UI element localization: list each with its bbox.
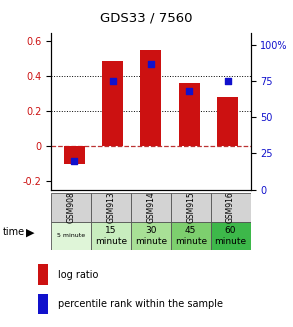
Text: GDS33 / 7560: GDS33 / 7560 bbox=[100, 11, 193, 25]
Text: 60
minute: 60 minute bbox=[214, 226, 247, 246]
Text: GSM908: GSM908 bbox=[67, 191, 76, 223]
Bar bbox=[64, 146, 85, 164]
Bar bbox=[211, 193, 251, 222]
Text: ▶: ▶ bbox=[26, 227, 34, 237]
Text: GSM915: GSM915 bbox=[186, 191, 195, 223]
Bar bbox=[102, 60, 123, 146]
Bar bbox=[131, 193, 171, 222]
Point bbox=[110, 78, 115, 84]
Bar bbox=[171, 193, 211, 222]
Bar bbox=[217, 97, 238, 146]
Text: 30
minute: 30 minute bbox=[135, 226, 167, 246]
Text: 5 minute: 5 minute bbox=[57, 233, 85, 238]
Bar bbox=[140, 50, 161, 146]
Point bbox=[187, 89, 192, 94]
Text: GSM916: GSM916 bbox=[226, 191, 235, 223]
Point bbox=[72, 158, 76, 163]
Text: 45
minute: 45 minute bbox=[175, 226, 207, 246]
Bar bbox=[171, 222, 211, 250]
Text: time: time bbox=[3, 227, 25, 237]
Text: GSM914: GSM914 bbox=[146, 191, 155, 223]
Bar bbox=[38, 294, 47, 314]
Text: 15
minute: 15 minute bbox=[95, 226, 127, 246]
Bar bbox=[211, 222, 251, 250]
Text: percentile rank within the sample: percentile rank within the sample bbox=[58, 299, 223, 309]
Bar bbox=[51, 222, 91, 250]
Bar bbox=[91, 193, 131, 222]
Bar bbox=[38, 264, 47, 285]
Point bbox=[225, 78, 230, 84]
Point bbox=[149, 61, 153, 66]
Bar bbox=[131, 222, 171, 250]
Text: GSM913: GSM913 bbox=[107, 191, 115, 223]
Bar bbox=[51, 193, 91, 222]
Bar bbox=[179, 83, 200, 146]
Text: log ratio: log ratio bbox=[58, 270, 98, 280]
Bar bbox=[91, 222, 131, 250]
